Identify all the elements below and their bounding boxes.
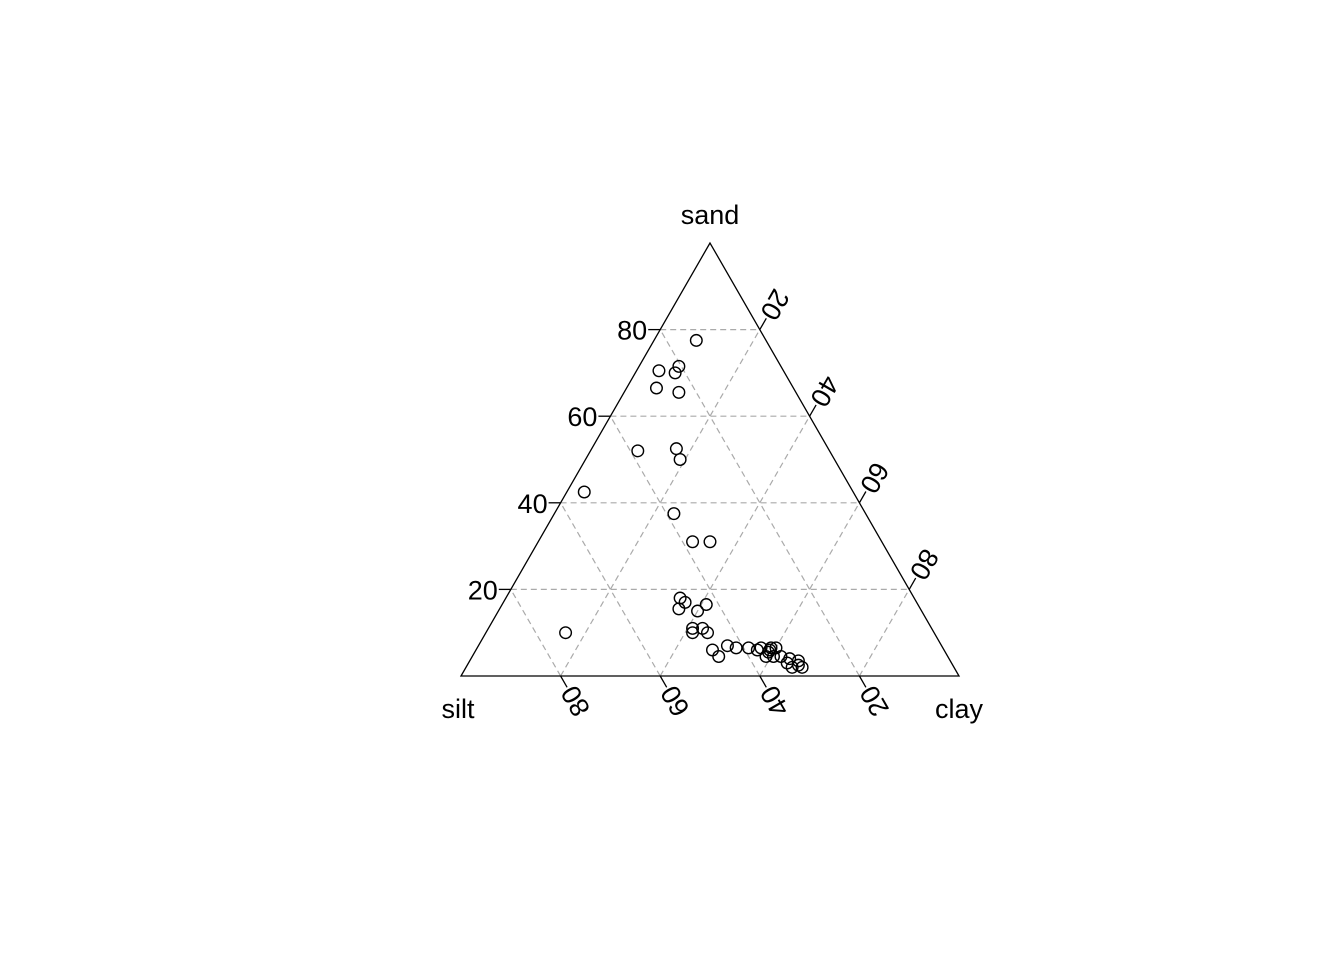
data-point-11 bbox=[667, 507, 681, 521]
data-point-22 bbox=[701, 626, 715, 640]
data-point-37 bbox=[712, 650, 726, 664]
data-point-9 bbox=[673, 453, 687, 467]
tick-label-sand-80: 80 bbox=[617, 316, 647, 346]
tick-label-silt-20: 20 bbox=[854, 680, 895, 721]
data-point-4 bbox=[668, 366, 682, 380]
data-point-2 bbox=[672, 359, 686, 373]
tick-label-silt-80: 80 bbox=[555, 680, 596, 721]
tick-clay-60 bbox=[858, 491, 867, 504]
tick-label-sand-20: 20 bbox=[468, 575, 498, 605]
data-point-12 bbox=[686, 535, 700, 549]
data-point-7 bbox=[669, 442, 683, 456]
data-point-35 bbox=[766, 650, 780, 664]
data-point-15 bbox=[678, 595, 692, 609]
tick-silt-20 bbox=[858, 675, 867, 688]
data-point-5 bbox=[649, 381, 663, 395]
data-point-17 bbox=[672, 602, 686, 616]
data-point-25 bbox=[729, 641, 743, 655]
tick-label-silt-60: 60 bbox=[655, 680, 696, 721]
vertex-label-clay: clay bbox=[935, 694, 984, 724]
grid-lines bbox=[510, 329, 910, 677]
grid-line-silt-60 bbox=[560, 502, 661, 677]
data-point-14 bbox=[673, 591, 687, 605]
tick-label-clay-60: 60 bbox=[854, 457, 895, 498]
grid-line-silt-80 bbox=[510, 589, 562, 677]
data-point-43 bbox=[795, 660, 809, 674]
data-point-20 bbox=[686, 621, 700, 635]
data-point-10 bbox=[577, 485, 591, 499]
data-point-3 bbox=[652, 364, 666, 378]
data-point-23 bbox=[686, 626, 700, 640]
tick-silt-80 bbox=[560, 675, 568, 688]
data-point-34 bbox=[759, 650, 773, 664]
data-point-18 bbox=[691, 604, 705, 618]
tick-clay-20 bbox=[759, 317, 767, 330]
tick-label-sand-40: 40 bbox=[518, 489, 548, 519]
data-point-24 bbox=[720, 639, 734, 653]
data-point-40 bbox=[780, 656, 794, 670]
axis-ticks: 20 40 60 80 20 40 60 80 80 60 40 20 bbox=[468, 284, 945, 721]
vertex-label-sand: sand bbox=[681, 200, 740, 230]
grid-line-silt-20 bbox=[659, 329, 860, 677]
data-point-31 bbox=[705, 643, 719, 657]
tick-silt-60 bbox=[659, 675, 668, 688]
data-point-8 bbox=[631, 444, 645, 458]
data-point-42 bbox=[785, 660, 799, 674]
tick-label-clay-80: 80 bbox=[904, 544, 945, 585]
grid-line-clay-20 bbox=[560, 329, 761, 677]
tick-label-clay-20: 20 bbox=[754, 284, 795, 325]
data-points bbox=[559, 333, 809, 674]
grid-line-silt-40 bbox=[609, 415, 761, 677]
tick-clay-80 bbox=[908, 577, 917, 590]
data-point-30 bbox=[763, 643, 777, 657]
data-point-26 bbox=[742, 641, 756, 655]
data-point-16 bbox=[699, 598, 713, 612]
grid-line-clay-40 bbox=[659, 415, 811, 677]
tick-label-silt-40: 40 bbox=[754, 680, 795, 721]
data-point-6 bbox=[672, 385, 686, 399]
tick-label-clay-40: 40 bbox=[804, 371, 845, 412]
tick-silt-40 bbox=[759, 675, 767, 688]
tick-label-sand-60: 60 bbox=[567, 402, 597, 432]
tick-clay-40 bbox=[809, 404, 817, 417]
vertex-label-silt: silt bbox=[442, 694, 475, 724]
grid-line-clay-80 bbox=[858, 589, 910, 677]
triangle-frame bbox=[459, 241, 961, 677]
data-point-13 bbox=[703, 535, 717, 549]
data-point-19 bbox=[559, 626, 573, 640]
data-point-1 bbox=[689, 333, 703, 347]
